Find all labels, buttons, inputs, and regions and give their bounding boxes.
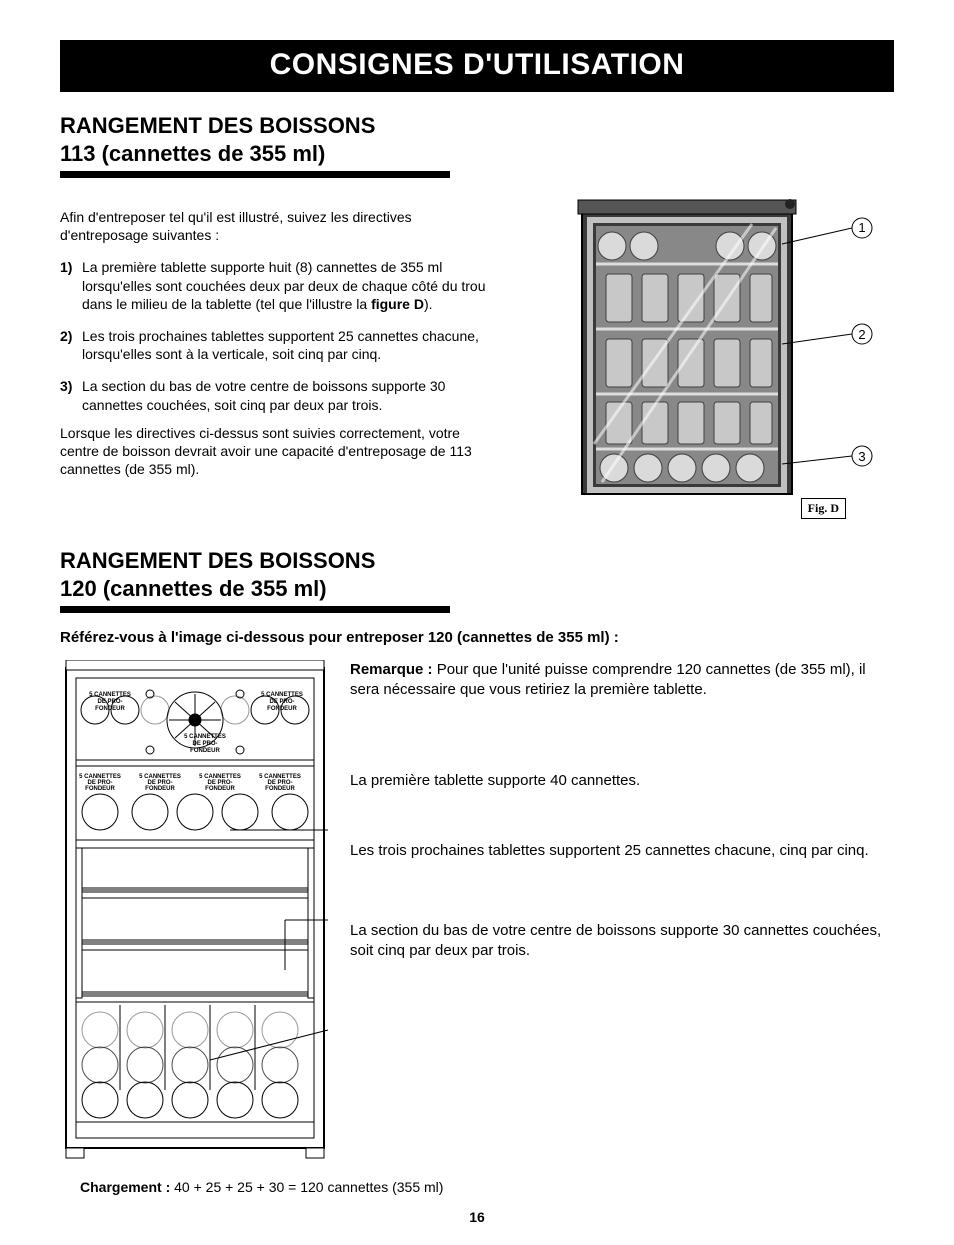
section2-line1: La première tablette supporte 40 cannett… bbox=[350, 771, 894, 791]
section2-ref-line: Référez-vous à l'image ci-dessous pour e… bbox=[60, 629, 894, 646]
depth-label-r2-4c: FONDEUR bbox=[265, 786, 295, 792]
figure-ref: figure D bbox=[371, 296, 424, 312]
section-heading-120: RANGEMENT DES BOISSONS 120 (cannettes de… bbox=[60, 547, 894, 602]
depth-label-3b: DE PRO- bbox=[192, 741, 217, 747]
section-heading-113: RANGEMENT DES BOISSONS 113 (cannettes de… bbox=[60, 112, 894, 167]
section2-note-label: Remarque : bbox=[350, 661, 433, 678]
depth-label-1c: FONDEUR bbox=[95, 706, 125, 712]
depth-label-r2-3c: FONDEUR bbox=[205, 786, 235, 792]
depth-label-2b: DE PRO- bbox=[269, 699, 294, 705]
depth-label-3a: 5 CANNETTES bbox=[184, 734, 226, 740]
underline-bar-1 bbox=[60, 171, 450, 178]
list-number-3: 3) bbox=[60, 377, 82, 395]
schematic-svg: 5 CANNETTES DE PRO- FONDEUR 5 CANNETTES … bbox=[60, 660, 330, 1160]
depth-label-2c: FONDEUR bbox=[267, 706, 297, 712]
section1-item-3-text: La section du bas de votre centre de boi… bbox=[82, 378, 445, 412]
loading-value: 40 + 25 + 25 + 30 = 120 cannettes (355 m… bbox=[170, 1179, 443, 1195]
section-heading-120-l1: RANGEMENT DES BOISSONS bbox=[60, 548, 375, 573]
section1-intro: Afin d'entreposer tel qu'il est illustré… bbox=[60, 208, 500, 244]
section-heading-120-l2: 120 (cannettes de 355 ml) bbox=[60, 576, 327, 601]
depth-label-1b: DE PRO- bbox=[97, 699, 122, 705]
depth-label-r2-2c: FONDEUR bbox=[145, 786, 175, 792]
section-heading-113-l2: 113 (cannettes de 355 ml) bbox=[60, 141, 325, 166]
figure-d: 1 2 3 Fig. D bbox=[530, 194, 894, 519]
callout-1: 1 bbox=[858, 220, 865, 235]
depth-label-3c: FONDEUR bbox=[190, 748, 220, 754]
figure-ref-after: ). bbox=[424, 296, 433, 312]
callout-3: 3 bbox=[858, 449, 865, 464]
section-heading-113-l1: RANGEMENT DES BOISSONS bbox=[60, 113, 375, 138]
depth-label-1a: 5 CANNETTES bbox=[89, 692, 131, 698]
section1-item-1: 1)La première tablette supporte huit (8)… bbox=[60, 258, 500, 313]
section2-note: Remarque : Pour que l'unité puisse compr… bbox=[350, 660, 894, 701]
page-number: 16 bbox=[60, 1209, 894, 1225]
section1-closing: Lorsque les directives ci-dessus sont su… bbox=[60, 424, 500, 479]
section1-item-3: 3)La section du bas de votre centre de b… bbox=[60, 377, 500, 413]
page-title: CONSIGNES D'UTILISATION bbox=[60, 48, 894, 82]
section-113: RANGEMENT DES BOISSONS 113 (cannettes de… bbox=[60, 112, 894, 519]
figure-d-label: Fig. D bbox=[801, 498, 846, 519]
section1-item-2: 2)Les trois prochaines tablettes support… bbox=[60, 327, 500, 363]
section2-line2: Les trois prochaines tablettes supporten… bbox=[350, 841, 894, 861]
title-bar: CONSIGNES D'UTILISATION bbox=[60, 40, 894, 92]
section1-item-2-text: Les trois prochaines tablettes supporten… bbox=[82, 328, 479, 362]
callout-2: 2 bbox=[858, 327, 865, 342]
depth-label-2a: 5 CANNETTES bbox=[261, 692, 303, 698]
section-120: RANGEMENT DES BOISSONS 120 (cannettes de… bbox=[60, 547, 894, 1195]
loading-line: Chargement : 40 + 25 + 25 + 30 = 120 can… bbox=[80, 1179, 894, 1195]
list-number-1: 1) bbox=[60, 258, 82, 276]
list-number-2: 2) bbox=[60, 327, 82, 345]
schematic-figure: 5 CANNETTES DE PRO- FONDEUR 5 CANNETTES … bbox=[60, 660, 330, 1165]
loading-label: Chargement : bbox=[80, 1179, 170, 1195]
section2-line3: La section du bas de votre centre de boi… bbox=[350, 921, 894, 962]
underline-bar-2 bbox=[60, 606, 450, 613]
depth-label-r2-1c: FONDEUR bbox=[85, 786, 115, 792]
fridge-svg: 1 2 3 bbox=[530, 194, 894, 514]
